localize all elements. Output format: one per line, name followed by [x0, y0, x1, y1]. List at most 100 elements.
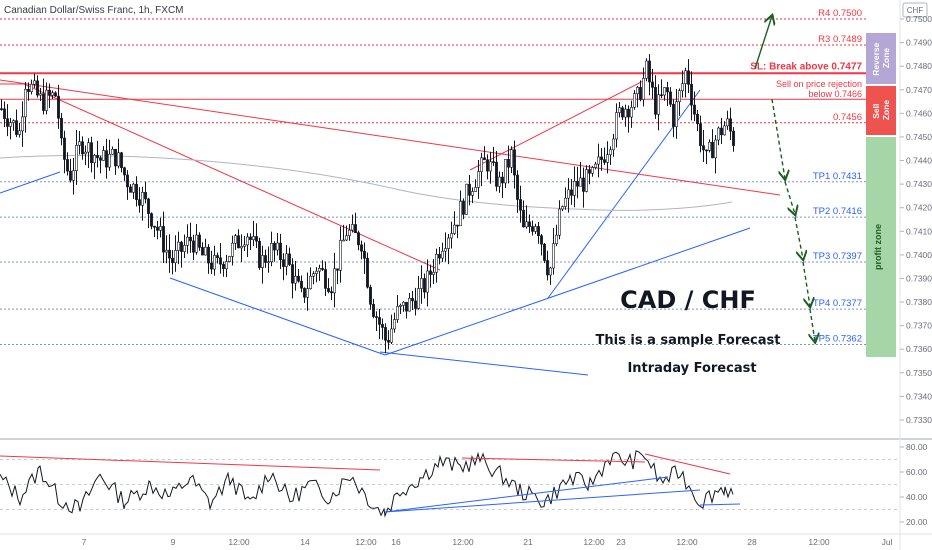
candle-body	[651, 81, 654, 88]
candle-body	[138, 199, 141, 206]
candle-body	[435, 254, 438, 273]
level-label: TP2 0.7416	[813, 206, 862, 217]
candle-body	[60, 117, 63, 139]
candle-body	[270, 243, 273, 263]
candle-body	[669, 91, 672, 105]
candle-body	[429, 270, 432, 275]
candle-body	[36, 80, 39, 96]
candle-body	[390, 328, 393, 343]
candle-body	[153, 225, 156, 228]
candle-body	[213, 255, 216, 270]
osc-tick-label: 80.00	[906, 442, 928, 452]
candle-body	[147, 198, 150, 214]
candle-body	[408, 298, 411, 312]
candle-body	[495, 161, 498, 187]
support-trendline	[169, 277, 386, 356]
candle-body	[657, 94, 660, 115]
currency-badge-box[interactable]	[902, 2, 928, 18]
candle-body	[234, 235, 237, 244]
time-tick-label: Jul	[882, 537, 893, 547]
candle-body	[693, 104, 696, 115]
candle-body	[129, 186, 132, 193]
candle-body	[585, 169, 588, 192]
candle-body	[336, 268, 339, 271]
candle-body	[681, 83, 684, 91]
trendlines-layer	[0, 79, 781, 376]
candle-body	[357, 232, 360, 246]
candle-body	[720, 127, 723, 136]
candle-body	[477, 171, 480, 188]
candle-body	[321, 268, 324, 270]
candle-body	[96, 155, 99, 159]
support-trendline	[384, 227, 751, 356]
candle-body	[456, 224, 459, 227]
time-tick-label: 7	[82, 537, 87, 547]
candle-body	[348, 229, 351, 237]
candle-body	[306, 288, 309, 298]
candle-body	[222, 263, 225, 270]
candle-body	[291, 264, 294, 284]
forecast-arrow	[794, 217, 803, 259]
candle-body	[279, 242, 282, 261]
candle-body	[465, 183, 468, 215]
level-label: Sell on price rejection	[776, 79, 862, 89]
candle-body	[699, 123, 702, 146]
forecast-arrow	[802, 261, 810, 306]
reverse-zone	[866, 33, 896, 84]
candle-body	[459, 201, 462, 227]
forecast-arrows-layer	[754, 16, 815, 342]
candle-body	[663, 87, 666, 96]
candle-body	[510, 149, 513, 168]
sell-zone	[866, 86, 896, 135]
candle-body	[714, 139, 717, 159]
oscillator-layer	[0, 450, 900, 518]
osc-resistance-line	[461, 457, 646, 463]
candle-body	[543, 243, 546, 261]
candle-body	[102, 150, 105, 161]
candle-body	[300, 280, 303, 289]
candle-body	[360, 244, 363, 252]
candle-body	[183, 245, 186, 252]
time-tick-label: 12:00	[676, 537, 698, 547]
candle-body	[114, 148, 117, 167]
candle-body	[87, 142, 90, 153]
candle-body	[201, 247, 204, 256]
candle-body	[237, 235, 240, 249]
candle-body	[195, 234, 198, 253]
candle-body	[111, 148, 114, 155]
candle-body	[462, 201, 465, 215]
candle-body	[489, 161, 492, 172]
candle-body	[180, 241, 183, 252]
candle-body	[450, 233, 453, 239]
candle-body	[636, 87, 639, 94]
candle-body	[42, 93, 45, 111]
candle-body	[90, 142, 93, 164]
candle-body	[648, 60, 651, 83]
time-axis[interactable]: 7 9 12:00 14 12:00 16 12:00 21 12:00 23 12:00 28 12:…	[82, 537, 893, 547]
candle-body	[474, 187, 477, 192]
candle-body	[24, 88, 27, 118]
candle-body	[642, 77, 645, 100]
candle-body	[33, 80, 36, 85]
candle-body	[39, 93, 42, 96]
candle-body	[342, 239, 345, 242]
candle-body	[417, 288, 420, 309]
candle-body	[426, 270, 429, 293]
oscillator-axis[interactable]: 80.00 60.00 40.00 20.00	[900, 442, 928, 527]
forecast-note: This is a sample Forecast	[596, 333, 781, 348]
candle-body	[378, 317, 381, 325]
candle-body	[564, 197, 567, 207]
candle-body	[162, 226, 165, 253]
candle-body	[522, 209, 525, 228]
candle-body	[402, 301, 405, 306]
candle-body	[468, 183, 471, 196]
candle-body	[363, 250, 366, 259]
osc-tick-label: 60.00	[906, 467, 928, 477]
oscillator-pane[interactable]	[0, 441, 900, 534]
candle-body	[612, 138, 615, 151]
